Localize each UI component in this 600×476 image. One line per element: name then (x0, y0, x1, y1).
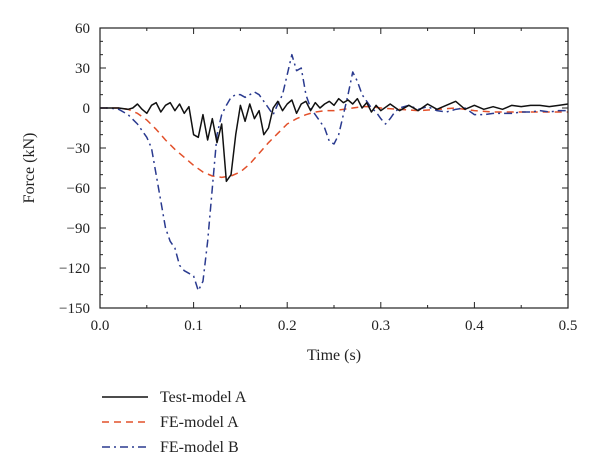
x-tick-label: 0.0 (91, 318, 110, 334)
series-line-fe-model-a (100, 105, 568, 179)
y-tick-label: −60 (67, 181, 90, 197)
y-tick-label: −30 (67, 141, 90, 157)
y-axis: 60 30 0 −30 −60 −90 −120 −150 (59, 21, 568, 317)
y-tick-label: −90 (67, 221, 90, 237)
y-tick-label: −120 (59, 261, 90, 277)
plot-series-group (100, 53, 569, 292)
x-tick-label: 0.3 (371, 318, 390, 334)
x-axis-title: Time (s) (307, 347, 361, 364)
y-tick-label: 30 (75, 61, 90, 77)
y-axis-title: Force (kN) (21, 133, 38, 204)
y-tick-label: −150 (59, 301, 90, 317)
x-tick-label: 0.2 (278, 318, 297, 334)
series-line-fe-model-b (100, 53, 568, 292)
x-tick-label: 0.4 (465, 318, 484, 334)
y-tick-label: 60 (75, 21, 90, 37)
x-tick-label: 0.1 (184, 318, 203, 334)
legend-label: Test-model A (160, 389, 247, 406)
series-line-test-model-a (100, 97, 569, 183)
legend: Test-model A FE-model A FE-model B (102, 389, 247, 456)
legend-label: FE-model B (160, 439, 239, 456)
x-axis: 0.0 0.1 0.2 0.3 0.4 0.5 (91, 28, 578, 334)
x-tick-label: 0.5 (559, 318, 578, 334)
plot-frame (99, 27, 569, 309)
legend-label: FE-model A (160, 414, 239, 431)
y-tick-label: 0 (83, 101, 91, 117)
